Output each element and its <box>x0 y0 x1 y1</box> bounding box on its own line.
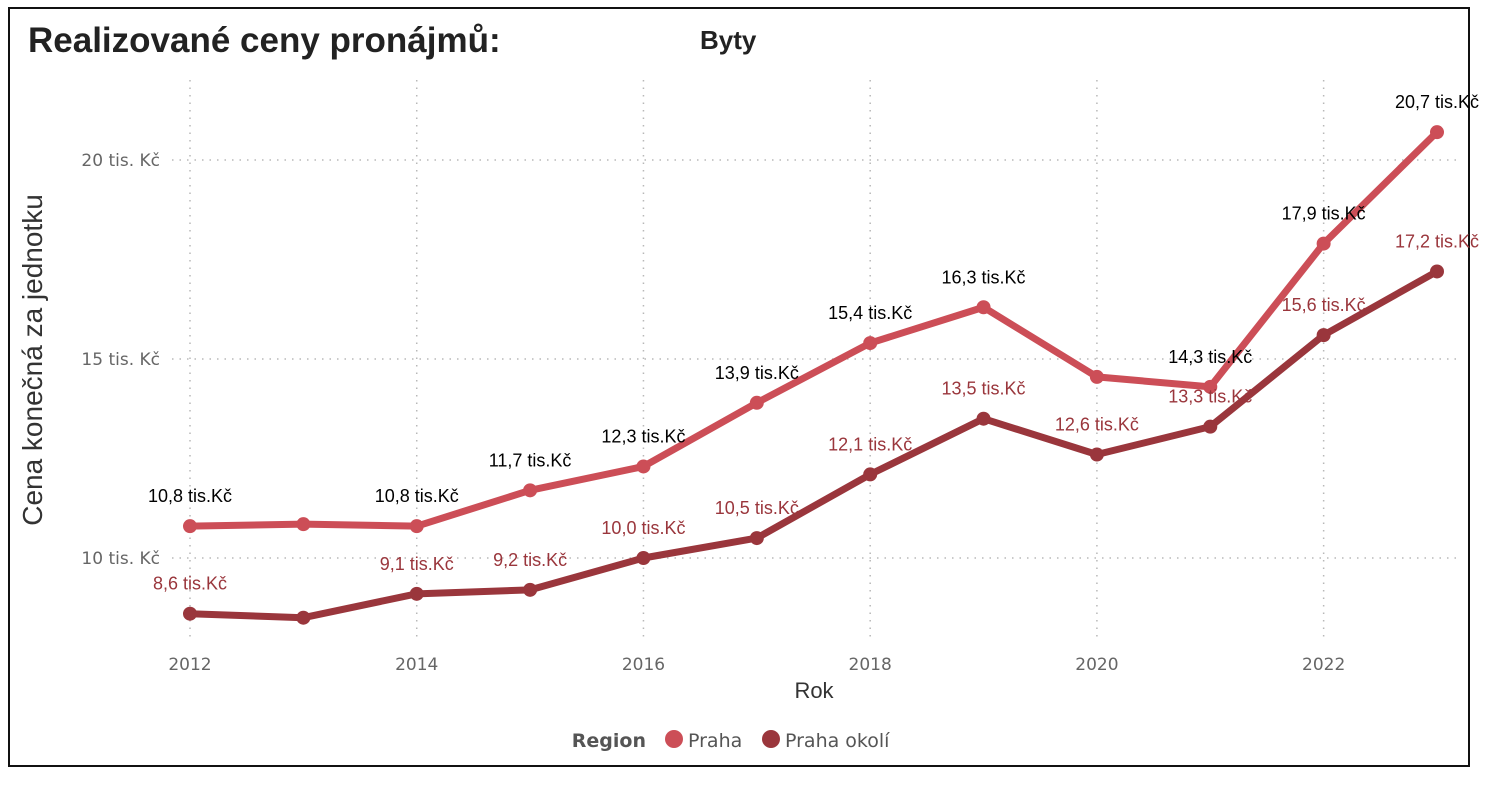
legend: Region Praha Praha okolí <box>572 730 890 752</box>
data-label: 15,4 tis.Kč <box>828 303 912 323</box>
x-tick-label: 2022 <box>1302 655 1345 675</box>
series-line-0 <box>186 128 1441 530</box>
data-point[interactable] <box>749 531 764 546</box>
chart-frame: Realizované ceny pronájmů: Byty <box>8 7 1470 767</box>
legend-label-praha-okoli[interactable]: Praha okolí <box>785 730 890 752</box>
data-label: 11,7 tis.Kč <box>489 450 572 470</box>
data-label: 13,9 tis.Kč <box>715 363 799 383</box>
legend-marker-praha-okoli[interactable] <box>762 730 780 748</box>
page-title: Realizované ceny pronájmů: <box>28 21 501 60</box>
data-point[interactable] <box>636 459 651 474</box>
y-axis-ticks: 10 tis. Kč 15 tis. Kč 20 tis. Kč <box>81 151 160 569</box>
data-point[interactable] <box>296 610 311 625</box>
x-axis-title: Rok <box>794 678 834 703</box>
x-tick-label: 2018 <box>849 655 892 675</box>
data-point[interactable] <box>183 606 197 621</box>
data-label: 15,6 tis.Kč <box>1282 295 1366 315</box>
data-label: 12,6 tis.Kč <box>1055 415 1139 435</box>
data-label: 10,8 tis.Kč <box>148 486 232 506</box>
data-point[interactable] <box>1316 236 1331 251</box>
x-tick-label: 2016 <box>622 655 665 675</box>
series-group <box>183 125 1444 625</box>
data-point[interactable] <box>976 411 991 426</box>
data-point[interactable] <box>1203 379 1218 394</box>
data-label: 12,1 tis.Kč <box>828 434 912 454</box>
data-label: 9,2 tis.Kč <box>493 550 567 570</box>
data-point[interactable] <box>1430 264 1444 279</box>
data-label: 10,8 tis.Kč <box>375 486 459 506</box>
data-point[interactable] <box>409 519 424 534</box>
y-tick-label: 15 tis. Kč <box>81 350 160 370</box>
x-axis-ticks: 2012 2014 2016 2018 2020 2022 <box>168 655 1345 675</box>
data-point[interactable] <box>183 519 197 534</box>
data-point[interactable] <box>1430 125 1444 140</box>
data-labels: 10,8 tis.Kč 10,8 tis.Kč 11,7 tis.Kč 12,3 ti… <box>148 92 1479 594</box>
series-line-1 <box>186 267 1441 622</box>
page-subtitle: Byty <box>700 25 757 55</box>
data-point[interactable] <box>1316 328 1331 343</box>
data-point[interactable] <box>976 300 991 315</box>
y-tick-label: 10 tis. Kč <box>81 549 160 569</box>
legend-marker-praha[interactable] <box>665 730 683 748</box>
data-label: 20,7 tis.Kč <box>1395 92 1479 112</box>
data-point[interactable] <box>749 395 764 410</box>
data-point[interactable] <box>523 483 538 498</box>
data-point[interactable] <box>863 336 878 351</box>
data-label: 9,1 tis.Kč <box>380 554 454 574</box>
legend-label-praha[interactable]: Praha <box>688 730 742 752</box>
data-point[interactable] <box>296 517 311 532</box>
legend-title: Region <box>572 730 646 752</box>
x-tick-label: 2020 <box>1075 655 1118 675</box>
x-tick-label: 2012 <box>168 655 211 675</box>
data-label: 14,3 tis.Kč <box>1168 347 1252 367</box>
y-tick-label: 20 tis. Kč <box>81 151 160 171</box>
data-label: 10,5 tis.Kč <box>715 498 799 518</box>
data-point[interactable] <box>1089 369 1104 384</box>
data-point[interactable] <box>636 551 651 565</box>
y-axis-title: Cena konečná za jednotku <box>17 194 48 526</box>
data-label: 8,6 tis.Kč <box>153 574 227 594</box>
data-label: 13,3 tis.Kč <box>1168 387 1252 407</box>
data-point[interactable] <box>409 586 424 601</box>
data-point[interactable] <box>1203 419 1218 434</box>
data-label: 16,3 tis.Kč <box>942 267 1026 287</box>
grid <box>172 80 1460 642</box>
data-label: 17,2 tis.Kč <box>1395 231 1479 251</box>
data-label: 10,0 tis.Kč <box>601 518 685 538</box>
data-label: 17,9 tis.Kč <box>1282 204 1366 224</box>
data-point[interactable] <box>523 582 538 597</box>
data-point[interactable] <box>863 467 878 482</box>
x-tick-label: 2014 <box>395 655 438 675</box>
data-label: 13,5 tis.Kč <box>942 379 1026 399</box>
data-label: 12,3 tis.Kč <box>601 426 685 446</box>
data-point[interactable] <box>1089 447 1104 462</box>
